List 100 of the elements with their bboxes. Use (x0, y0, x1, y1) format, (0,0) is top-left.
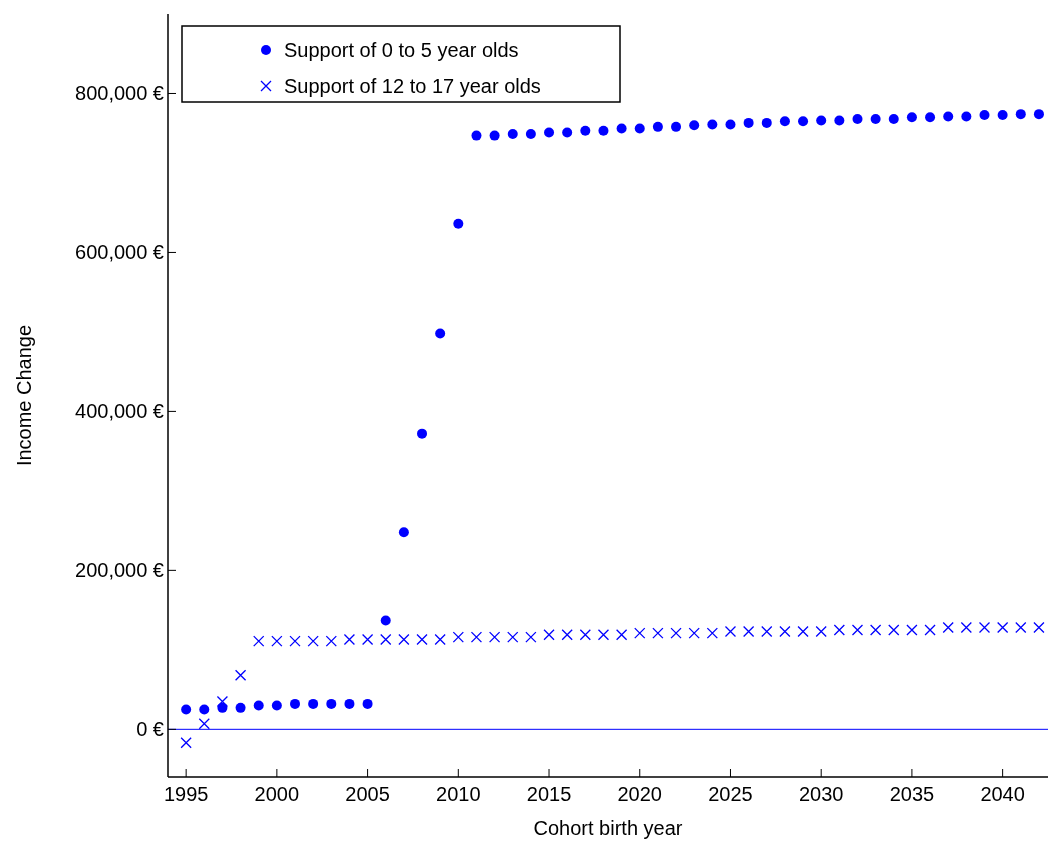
point (434, 633, 446, 646)
point (924, 624, 936, 636)
x-axis-title: Cohort birth year (533, 817, 683, 839)
point (707, 119, 718, 130)
point (761, 117, 772, 128)
point (325, 635, 337, 647)
x-tick-label: 2015 (526, 783, 572, 805)
point (978, 621, 991, 634)
y-tick-label: 400,000 € (75, 400, 164, 423)
point (362, 698, 373, 709)
point (761, 625, 773, 638)
point (833, 624, 845, 636)
point (906, 624, 918, 636)
point (507, 129, 518, 140)
point (398, 633, 410, 646)
point (797, 625, 809, 638)
point (597, 629, 610, 641)
point (271, 635, 283, 647)
point (670, 627, 682, 639)
point (343, 633, 356, 646)
point (380, 633, 392, 646)
point (562, 127, 573, 138)
y-tick-label: 200,000 € (75, 559, 164, 582)
point (742, 625, 755, 638)
point (308, 698, 319, 709)
point (290, 698, 301, 709)
y-axis-title: Income Change (13, 324, 35, 467)
point (435, 328, 446, 339)
point (851, 624, 864, 636)
legend-label: Support of 12 to 17 year olds (284, 75, 541, 97)
point (199, 704, 210, 715)
point (943, 111, 954, 122)
x-tick-label: 1995 (163, 783, 209, 805)
point (217, 702, 228, 713)
point (344, 698, 355, 709)
point (525, 129, 536, 140)
point (725, 119, 736, 130)
point (180, 737, 192, 749)
point (489, 130, 500, 141)
y-tick-label: 800,000 € (75, 82, 164, 105)
point (253, 700, 264, 711)
point (471, 130, 482, 141)
point (779, 625, 791, 638)
point (361, 633, 374, 646)
point (942, 621, 954, 634)
point (706, 627, 718, 639)
x-tick-label: 2010 (436, 783, 481, 805)
point (652, 627, 664, 639)
point (470, 631, 483, 643)
point (561, 629, 573, 641)
point (997, 109, 1008, 120)
point (271, 700, 282, 711)
point (416, 633, 428, 646)
point (925, 112, 936, 123)
point (289, 635, 301, 647)
x-tick-label: 2020 (617, 783, 662, 805)
x-tick-label: 2005 (345, 783, 390, 805)
x-tick-label: 2025 (708, 783, 753, 805)
point (307, 635, 319, 647)
point (580, 125, 591, 136)
point (544, 127, 555, 138)
point (235, 702, 246, 713)
point (417, 428, 428, 439)
point (979, 109, 990, 120)
point (869, 624, 882, 636)
point (816, 115, 827, 126)
point (452, 631, 464, 643)
y-tick-label: 0 € (136, 718, 164, 741)
point (834, 115, 845, 126)
point (615, 629, 628, 641)
point (743, 117, 754, 128)
legend-label: Support of 0 to 5 year olds (284, 39, 519, 61)
point (598, 125, 609, 136)
x-tick-label: 2030 (798, 783, 844, 805)
point (380, 615, 391, 626)
x-tick-label: 2035 (889, 783, 935, 805)
point (525, 631, 537, 643)
point (326, 698, 337, 709)
point (634, 627, 646, 639)
point (1015, 109, 1026, 120)
x-tick-label: 2000 (254, 783, 300, 805)
point (253, 635, 265, 647)
point (181, 704, 192, 715)
point (798, 116, 809, 127)
point (453, 218, 464, 229)
point (198, 718, 210, 730)
point (488, 631, 501, 643)
point (652, 121, 663, 132)
point (688, 627, 700, 639)
point (234, 669, 247, 681)
x-tick-label: 2040 (980, 783, 1025, 805)
point (1033, 621, 1045, 634)
point (398, 527, 409, 538)
point (888, 624, 900, 636)
point (671, 121, 682, 132)
point (960, 621, 972, 634)
point (543, 629, 555, 641)
point (996, 621, 1009, 634)
point (1033, 109, 1044, 120)
point (815, 625, 827, 638)
